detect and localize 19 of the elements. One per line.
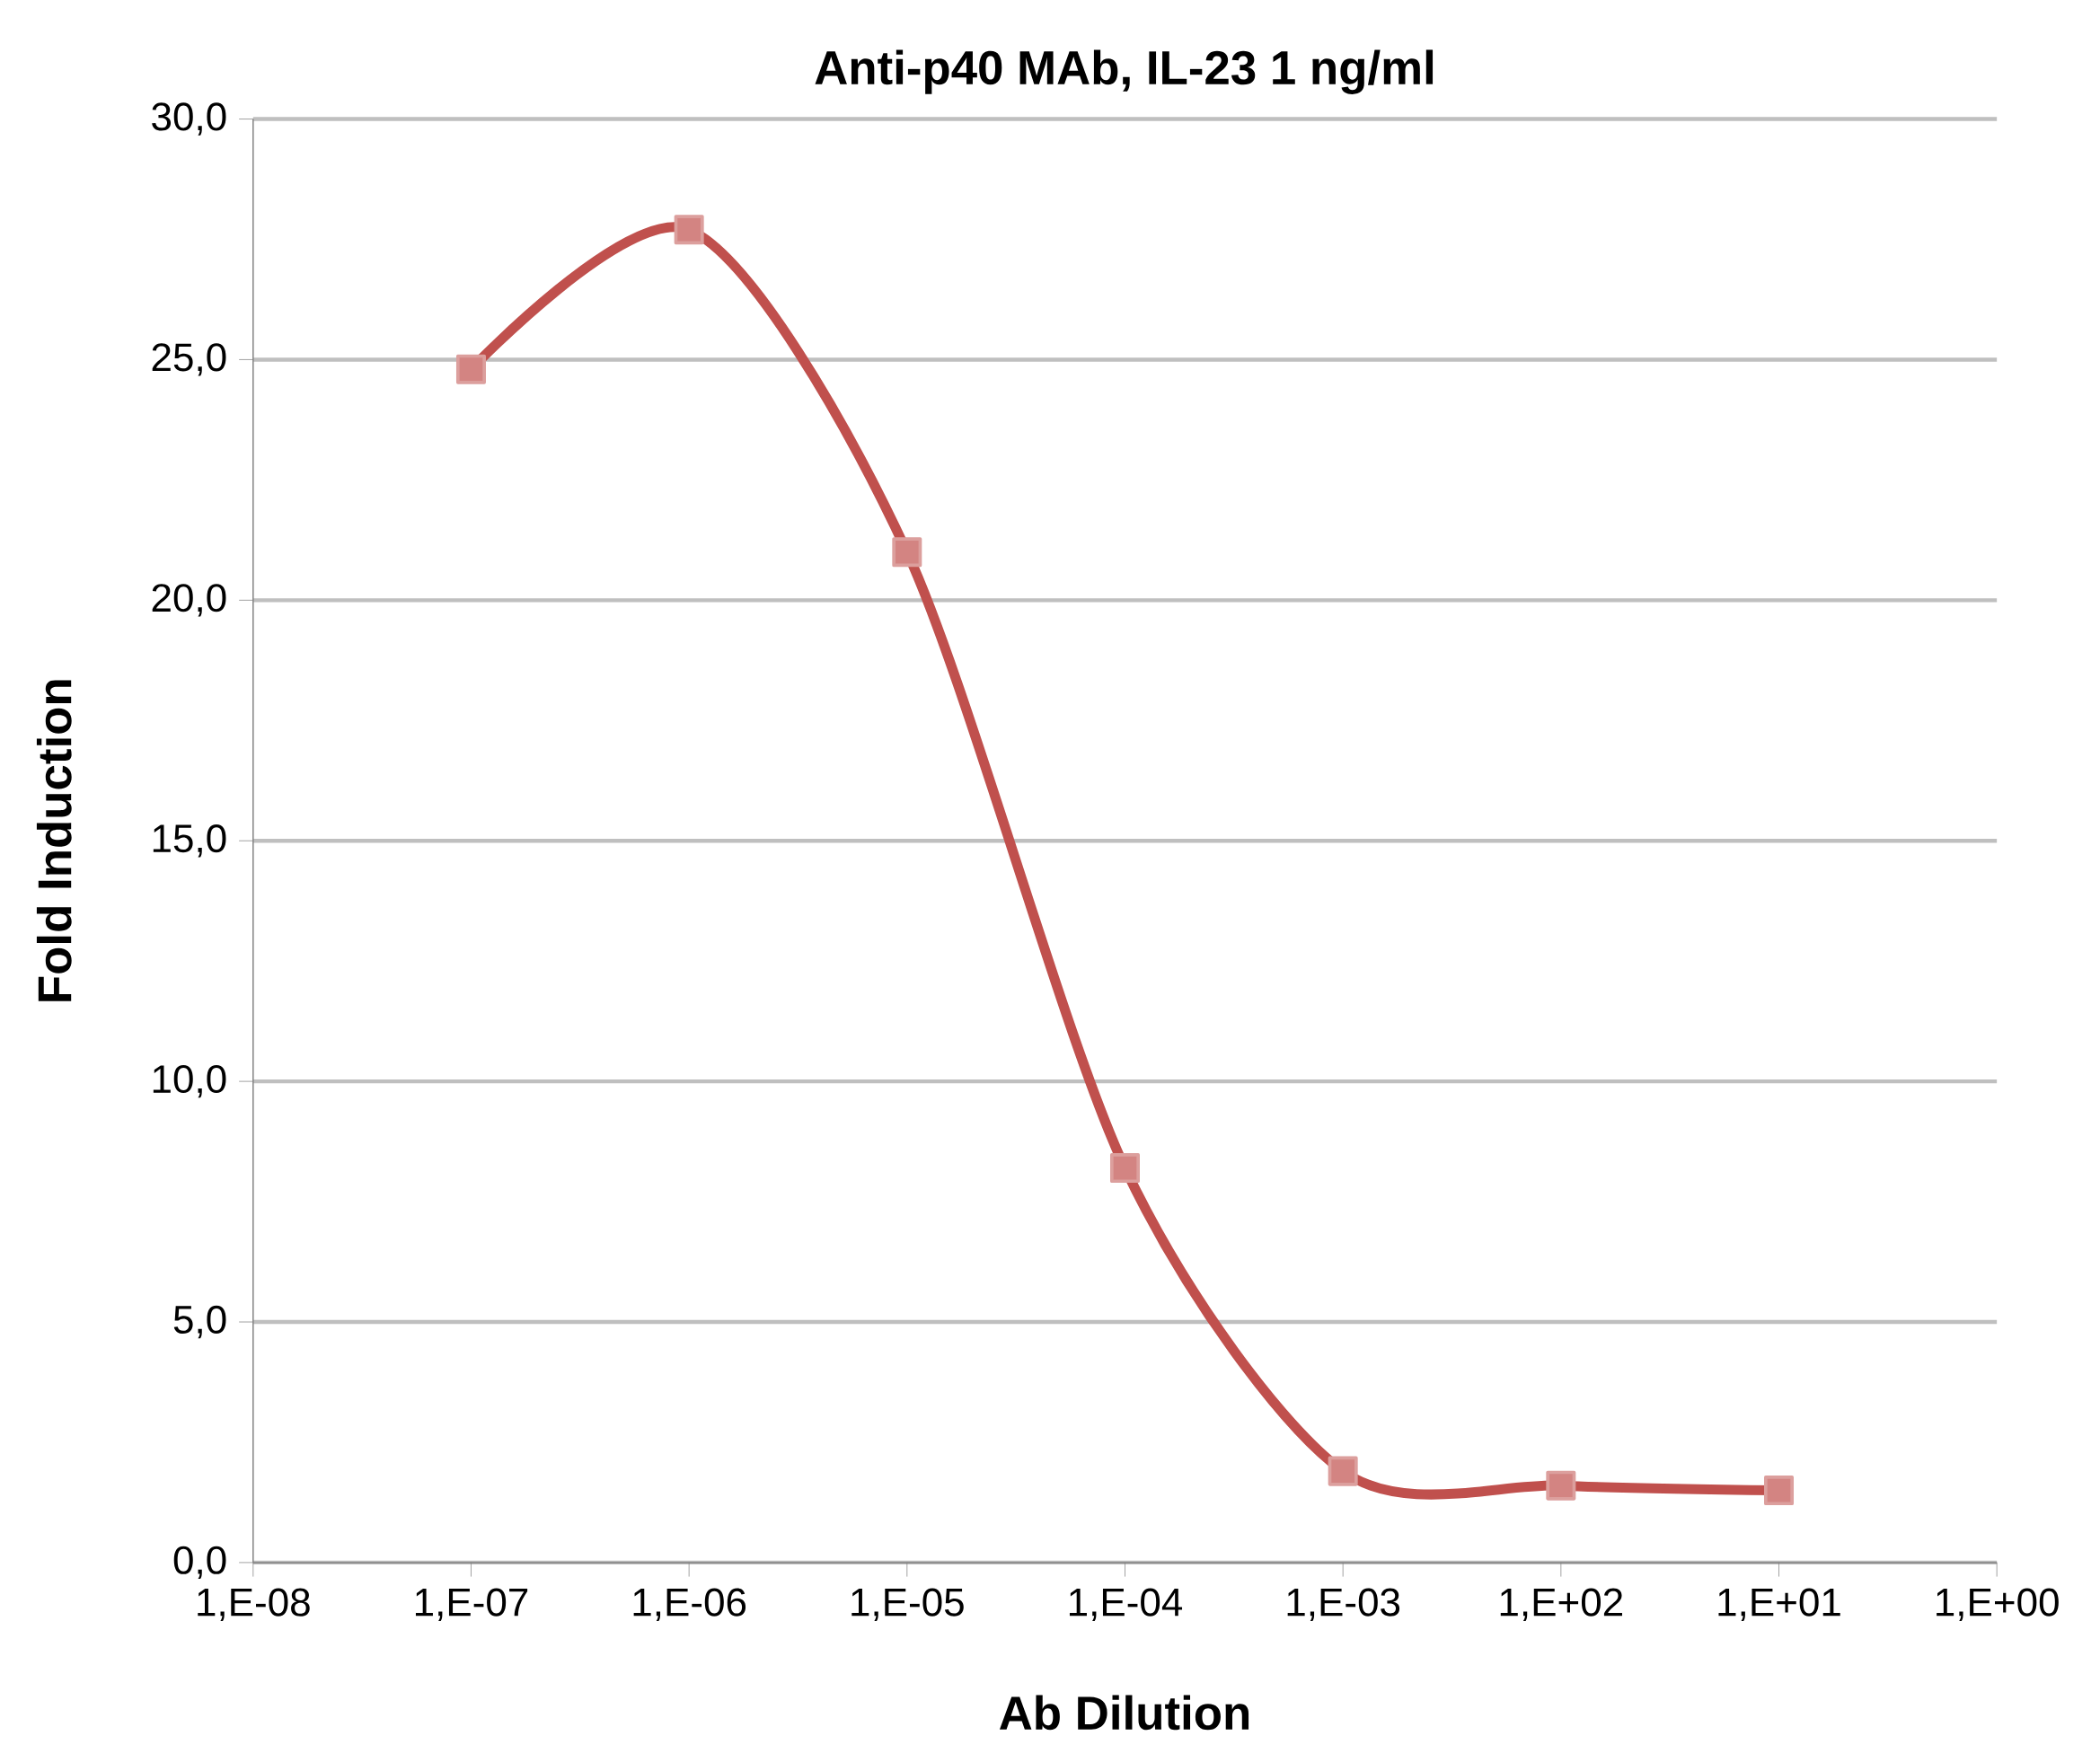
- x-tick-label: 1,E-06: [633, 1588, 746, 1621]
- x-tick-label: 1,E-03: [1287, 1588, 1400, 1621]
- x-tick-label: 1,E+02: [1500, 1588, 1622, 1621]
- y-tick-label: 15,0: [153, 824, 226, 858]
- y-axis-title: Fold Induction: [36, 680, 72, 1001]
- y-tick-label: 30,0: [152, 102, 226, 136]
- x-tick-label: 1,E+00: [1937, 1588, 2059, 1621]
- x-axis-title: Ab Dilution: [999, 1695, 1249, 1731]
- chart-title: Anti-p40 MAb, IL-23 1 ng/ml: [815, 49, 1434, 94]
- y-tick-label: 20,0: [152, 584, 226, 617]
- x-tick-label: 1,E-08: [198, 1588, 310, 1621]
- x-tick-label: 1,E-04: [1069, 1588, 1183, 1621]
- y-tick-label: 0,0: [173, 1546, 226, 1579]
- x-tick-label: 1,E-05: [851, 1588, 964, 1621]
- y-tick-label: 25,0: [152, 343, 226, 376]
- y-tick-label: 10,0: [153, 1064, 226, 1098]
- x-tick-label: 1,E-07: [415, 1588, 528, 1621]
- x-tick-label: 1,E+01: [1718, 1588, 1840, 1621]
- y-tick-label: 5,0: [173, 1305, 226, 1339]
